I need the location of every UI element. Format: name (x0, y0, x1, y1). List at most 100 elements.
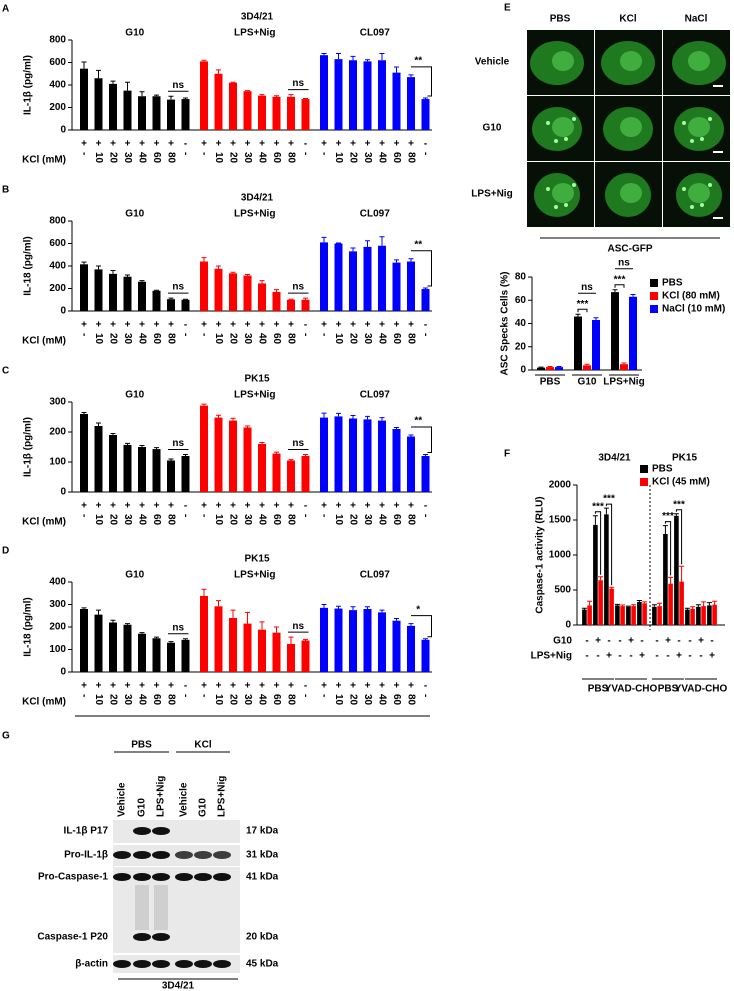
kcl-label: 80 (405, 333, 416, 345)
legend-swatch (640, 465, 648, 473)
row-value: + (676, 651, 682, 662)
kcl-label: 10 (333, 514, 344, 526)
legend-label: KCl (80 mM) (662, 291, 720, 302)
stimulus-label: + (394, 320, 400, 331)
band (133, 960, 151, 968)
kcl-label: 40 (136, 694, 147, 706)
stimulus-label: + (230, 501, 236, 512)
error-bar (81, 607, 87, 609)
bar (378, 245, 386, 311)
error-bar (631, 604, 637, 607)
kcl-label: 30 (242, 514, 253, 526)
blot-strip (113, 820, 240, 843)
error-bar (592, 515, 598, 525)
footer-label: 3D4/21 (162, 981, 195, 991)
bar (258, 444, 266, 492)
legend-label: KCl (45 mM) (652, 477, 710, 488)
stimulus-label: + (288, 501, 294, 512)
error-bar (168, 641, 174, 643)
error-bar (183, 454, 188, 456)
bar (200, 405, 208, 492)
error-bar (168, 297, 174, 300)
stimulus-label: + (379, 320, 385, 331)
bar (320, 55, 328, 130)
error-bar (125, 81, 130, 91)
speck (554, 139, 558, 143)
kcl-label: 20 (227, 152, 238, 164)
bar (138, 633, 146, 672)
lane-label: Vehicle (117, 782, 128, 817)
stimulus-label: + (96, 681, 102, 692)
cell-line-label: 3D4/21 (598, 453, 631, 464)
kcl-label: 80 (285, 152, 296, 164)
bar (301, 456, 310, 492)
error-bar (651, 604, 657, 607)
bar (301, 299, 310, 311)
row-value: - (607, 636, 610, 647)
stimulus-label: + (201, 681, 207, 692)
kcl-label: 60 (391, 333, 402, 345)
error-bar (408, 434, 414, 437)
error-bar (154, 636, 159, 639)
stimulus-label: + (259, 681, 265, 692)
stimulus-label: - (184, 139, 187, 150)
group-label: CL097 (360, 209, 390, 220)
stimulus-label: + (321, 139, 327, 150)
kcl-label: 40 (136, 152, 147, 164)
stimulus-label: + (336, 320, 342, 331)
bar (392, 72, 401, 130)
bar (301, 640, 310, 672)
bar (349, 610, 357, 672)
kcl-label: 10 (213, 514, 224, 526)
annotation: ns (581, 282, 593, 293)
kcl-label: 80 (165, 333, 176, 345)
stimulus-label: + (81, 320, 87, 331)
error-bar (288, 298, 294, 300)
error-bar (690, 606, 696, 609)
y-axis-label: ASC Specks Cells (%) (500, 272, 511, 376)
speck (564, 203, 568, 207)
stimulus-label: + (168, 139, 174, 150)
bar (657, 606, 662, 625)
error-bar (216, 600, 221, 607)
bar (80, 414, 88, 492)
stimulus-label: - (304, 681, 307, 692)
y-tick-label: 0 (60, 306, 66, 317)
stimulus-label: + (110, 320, 116, 331)
stimulus-label: + (259, 139, 265, 150)
annotation: ns (292, 438, 304, 449)
group-label: G10 (125, 28, 144, 39)
stimulus-label: - (184, 501, 187, 512)
column-label: PBS (550, 14, 571, 25)
row-value: + (606, 651, 612, 662)
row-value: - (688, 636, 691, 647)
error-bar (701, 601, 707, 607)
bar (674, 515, 679, 625)
kcl-label: - (78, 333, 89, 336)
stimulus-label: + (408, 139, 414, 150)
y-tick-label: 800 (49, 35, 66, 46)
bar (546, 367, 554, 370)
stimulus-label: + (139, 681, 145, 692)
bar (392, 429, 401, 492)
bar (631, 606, 636, 625)
error-bar (423, 454, 428, 456)
bar (272, 632, 281, 672)
stimulus-label: + (154, 501, 160, 512)
y-axis-label: IL-18 (pg/ml) (23, 236, 34, 295)
kcl-label: - (300, 152, 311, 155)
error-bar (394, 66, 399, 73)
x-axis-label: KCl (mM) (22, 697, 66, 708)
error-bar (350, 606, 356, 611)
nucleus (620, 117, 642, 137)
bar (287, 96, 295, 130)
stimulus-label: + (350, 681, 356, 692)
stimulus-label: + (216, 501, 222, 512)
group-label: G10 (125, 570, 144, 581)
bar (258, 95, 266, 130)
group-label: LPS+Nig (234, 209, 275, 220)
x-axis-label: KCl (mM) (22, 336, 66, 347)
bar (334, 416, 343, 492)
error-bar (423, 638, 428, 640)
